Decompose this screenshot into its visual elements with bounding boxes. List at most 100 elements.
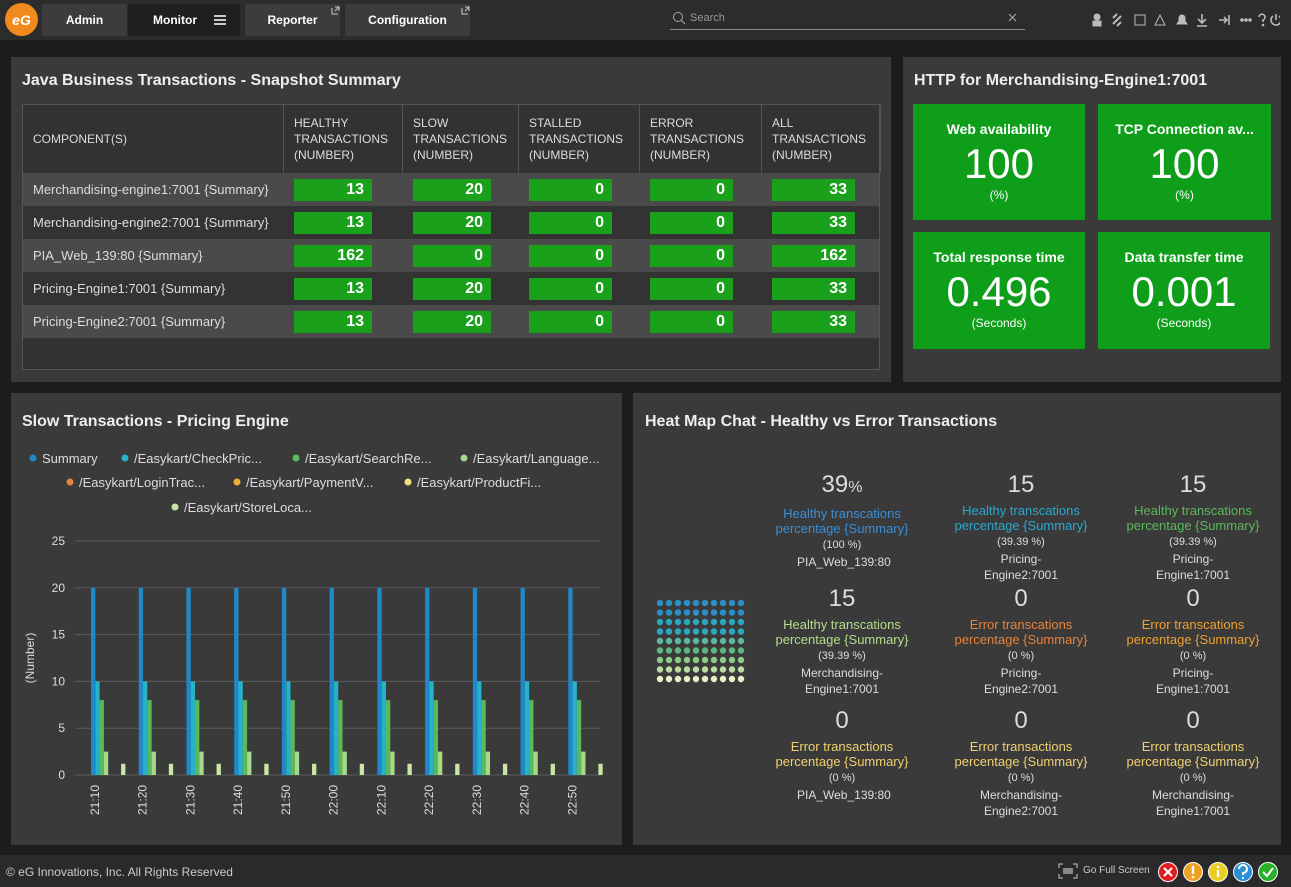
heatmap-dot xyxy=(656,599,664,607)
heatmap-dot xyxy=(674,675,682,683)
x-tick-label: 22:20 xyxy=(422,785,436,815)
cell-component: Merchandising-Engine2:7001 xyxy=(979,788,1063,818)
cell-percent: (39.39 %) xyxy=(997,536,1045,548)
cell-label: Healthy transcations percentage {Summary… xyxy=(775,506,909,536)
cell-percent: (0 %) xyxy=(1179,650,1207,662)
bar xyxy=(147,700,152,775)
count-pill: 0 xyxy=(650,212,733,234)
component-cell: Pricing-Engine1:7001 {Summary} xyxy=(33,281,226,296)
count-pill: 13 xyxy=(294,212,372,234)
cell-value: 39% xyxy=(757,471,927,502)
component-cell: PIA_Web_139:80 {Summary} xyxy=(33,248,203,263)
cell-component: Merchandising-Engine1:7001 xyxy=(800,666,884,696)
legend-dot xyxy=(404,478,412,486)
heatmap-dot xyxy=(665,675,673,683)
heatmap-dot xyxy=(692,656,700,664)
count-pill: 0 xyxy=(529,245,612,267)
http-panel: HTTP for Merchandising-Engine1:7001 Web … xyxy=(903,57,1281,382)
logo[interactable]: eG xyxy=(5,3,38,36)
count-pill: 33 xyxy=(772,212,855,234)
bar xyxy=(242,700,248,775)
tab[interactable]: Configuration xyxy=(345,4,470,36)
metric-tile: Data transfer time 0.001 (Seconds) xyxy=(1098,232,1270,349)
tab[interactable]: Admin xyxy=(42,4,127,36)
heatmap-icon xyxy=(656,599,745,683)
tile-label: Total response time xyxy=(933,249,1065,265)
heatmap-dot xyxy=(683,609,691,616)
bar xyxy=(103,751,109,775)
tab[interactable]: Monitor xyxy=(128,4,240,36)
cell-value: 0 xyxy=(1108,707,1278,735)
heatmap-dot xyxy=(692,618,700,626)
heatmap-dot xyxy=(737,647,745,654)
count-pill: 0 xyxy=(650,179,733,201)
fullscreen-link[interactable]: Go Full Screen xyxy=(1083,865,1150,876)
x-tick-label: 22:30 xyxy=(470,785,484,815)
search-placeholder: Search xyxy=(690,12,725,24)
heatmap-dot xyxy=(728,675,736,683)
bar xyxy=(338,700,343,775)
value-number: 15 xyxy=(1179,471,1207,498)
heatmap-dot xyxy=(719,647,727,654)
bar xyxy=(294,751,300,775)
heatmap-dot xyxy=(710,656,718,664)
bar xyxy=(290,700,295,775)
heatmap-dot xyxy=(710,647,718,654)
heatmap-dot xyxy=(728,637,736,645)
cell-value: 15 xyxy=(1108,471,1278,499)
chart: 0 5 10 15 20 25 (Number) Summary/Easykart/Check… xyxy=(23,451,603,815)
count-pill: 0 xyxy=(529,311,612,333)
y-tick-label: 20 xyxy=(52,581,66,595)
bar xyxy=(121,763,126,775)
heatmap-dot xyxy=(674,637,682,645)
heatmap-dot xyxy=(683,618,691,626)
heatmap-dot xyxy=(710,637,718,645)
legend-dot xyxy=(29,454,37,462)
heatmap-dot xyxy=(692,666,700,673)
heatmap-dot xyxy=(701,599,709,607)
bar xyxy=(477,681,482,775)
heatmap-dot xyxy=(692,599,700,607)
heatmap-dot xyxy=(656,675,664,683)
count-pill: 33 xyxy=(772,311,855,333)
count-pill: 33 xyxy=(772,278,855,300)
bar xyxy=(524,681,530,775)
heatmap-dot xyxy=(683,637,691,645)
heatmap-dot xyxy=(665,628,673,635)
search-box[interactable]: Search xyxy=(670,8,1025,30)
x-tick-label: 21:30 xyxy=(183,785,197,815)
legend-label: /Easykart/StoreLoca... xyxy=(184,500,312,515)
copyright: © eG Innovations, Inc. All Rights Reserv… xyxy=(6,865,233,879)
heatmap-dot xyxy=(710,609,718,616)
metric-tile: TCP Connection av... 100 (%) xyxy=(1098,104,1271,220)
metric-tile: Web availability 100 (%) xyxy=(913,104,1085,220)
bar xyxy=(234,587,239,775)
cell-component: Pricing-Engine2:7001 xyxy=(983,552,1059,582)
heatmap-dot xyxy=(719,618,727,626)
bar xyxy=(433,700,438,775)
bar xyxy=(186,587,191,775)
heatmap-dot xyxy=(674,656,682,664)
heatmap-dot xyxy=(701,675,709,683)
heatmap-dot xyxy=(737,637,745,645)
count-pill: 20 xyxy=(413,278,491,300)
menu-icon xyxy=(214,15,226,25)
bar xyxy=(168,763,174,775)
bar xyxy=(437,751,443,775)
cell-label: Healthy transcations percentage {Summary… xyxy=(775,617,909,647)
heatmap-dot xyxy=(719,599,727,607)
heatmap-dot xyxy=(656,656,664,664)
heatmap-dot xyxy=(683,628,691,635)
heatmap-dot xyxy=(656,637,664,645)
x-tick-label: 22:50 xyxy=(565,785,579,815)
heatmap-dot xyxy=(683,647,691,654)
heatmap-dot xyxy=(719,609,727,616)
heatmap-dot xyxy=(656,666,664,673)
tab[interactable]: Reporter xyxy=(245,4,340,36)
cell-value: 0 xyxy=(1108,585,1278,613)
heatmap-dot xyxy=(665,609,673,616)
y-tick-label: 5 xyxy=(58,721,65,735)
tile-label: Web availability xyxy=(946,121,1052,137)
heatmap-dot xyxy=(692,628,700,635)
cell-component: Pricing-Engine2:7001 xyxy=(983,666,1059,696)
